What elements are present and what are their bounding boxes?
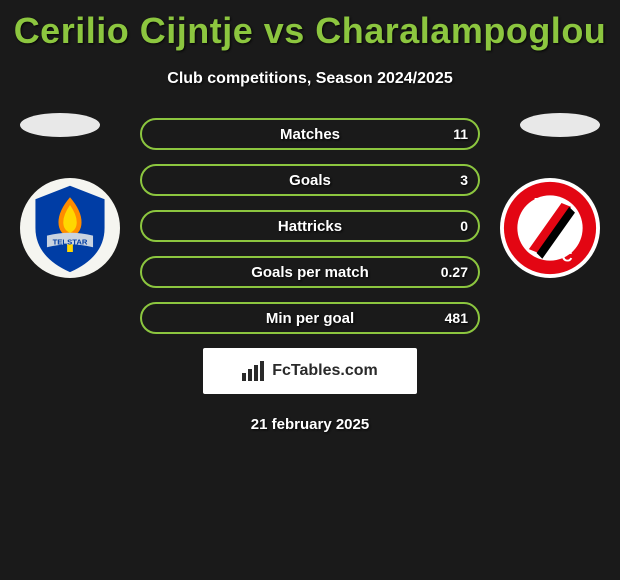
stat-label: Min per goal — [266, 310, 354, 327]
stat-row: Hattricks 0 — [140, 210, 480, 242]
stat-label: Goals per match — [251, 264, 369, 281]
svg-text:C: C — [562, 249, 573, 266]
telstar-icon: TELSTAR — [22, 180, 118, 276]
stat-row: Goals per match 0.27 — [140, 256, 480, 288]
comparison-content: TELSTAR F C Matches 11 Goals 3 Hattricks… — [0, 118, 620, 433]
brand-box[interactable]: FcTables.com — [203, 348, 417, 394]
stat-row: Min per goal 481 — [140, 302, 480, 334]
page-title: Cerilio Cijntje vs Charalampoglou — [0, 0, 620, 52]
date-text: 21 february 2025 — [0, 416, 620, 433]
flag-left-placeholder — [20, 113, 100, 137]
stat-label: Matches — [280, 126, 340, 143]
stat-value: 3 — [460, 172, 468, 188]
svg-text:TELSTAR: TELSTAR — [53, 237, 88, 246]
club-logo-right: F C — [500, 178, 600, 278]
flag-right-placeholder — [520, 113, 600, 137]
bar-chart-icon — [242, 361, 266, 381]
stat-label: Hattricks — [278, 218, 342, 235]
stat-value: 11 — [453, 126, 468, 142]
fc-utrecht-icon: F C — [502, 180, 598, 276]
subtitle: Club competitions, Season 2024/2025 — [0, 70, 620, 88]
brand-text: FcTables.com — [272, 362, 378, 380]
svg-text:F: F — [534, 196, 543, 213]
stats-list: Matches 11 Goals 3 Hattricks 0 Goals per… — [140, 118, 480, 334]
stat-value: 0.27 — [441, 264, 468, 280]
stat-value: 0 — [460, 218, 468, 234]
stat-row: Goals 3 — [140, 164, 480, 196]
stat-label: Goals — [289, 172, 331, 189]
stat-value: 481 — [445, 310, 468, 326]
stat-row: Matches 11 — [140, 118, 480, 150]
club-logo-left: TELSTAR — [20, 178, 120, 278]
